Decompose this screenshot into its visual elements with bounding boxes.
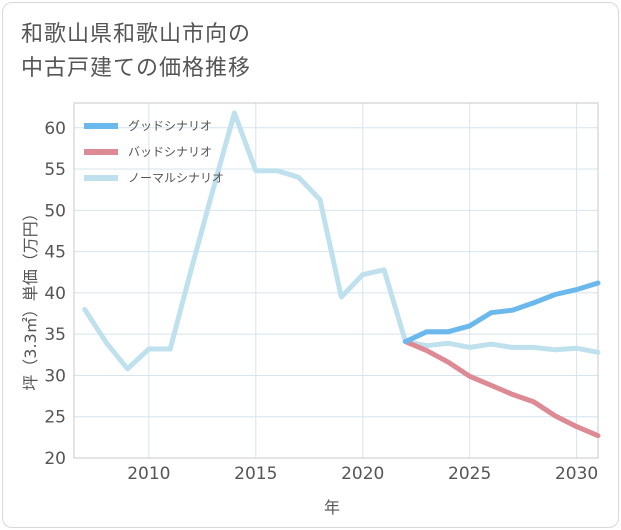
x-tick-label-2015: 2015	[234, 464, 277, 484]
series-line-0	[403, 280, 601, 345]
y-tick-label-30: 30	[44, 366, 66, 386]
series-line-1	[403, 339, 601, 439]
x-tick-label-2025: 2025	[448, 464, 491, 484]
y-tick-label-20: 20	[44, 449, 66, 469]
x-tick-label-2010: 2010	[127, 464, 170, 484]
chart-title: 和歌山県和歌山市向の 中古戸建ての価格推移	[21, 18, 251, 86]
chart-title-line-2: 中古戸建ての価格推移	[21, 56, 252, 81]
x-axis-ticks: 2010 2015 2020 2025 2030	[127, 464, 598, 484]
y-axis-ticks: 20 25 30 35 40 45 50 55 60	[44, 119, 66, 469]
chart-title-line-1: 和歌山県和歌山市向の	[21, 22, 252, 47]
y-tick-label-35: 35	[44, 325, 66, 345]
legend-label-1: バッドシナリオ	[128, 145, 212, 159]
x-tick-label-2030: 2030	[555, 464, 598, 484]
y-tick-label-40: 40	[44, 284, 66, 304]
y-tick-label-50: 50	[44, 201, 66, 221]
y-tick-label-25: 25	[44, 408, 66, 428]
series-layer	[82, 110, 601, 439]
x-tick-label-2020: 2020	[341, 464, 384, 484]
y-tick-label-55: 55	[44, 160, 66, 180]
y-tick-label-60: 60	[44, 119, 66, 139]
legend-label-0: グッドシナリオ	[128, 119, 212, 133]
x-axis-title: 年	[324, 498, 340, 517]
y-axis-title: 坪（3.3㎡）単価（万円）	[21, 205, 40, 390]
series-line-2	[82, 110, 601, 372]
legend-label-2: ノーマルシナリオ	[128, 171, 224, 185]
y-tick-label-45: 45	[44, 243, 66, 263]
